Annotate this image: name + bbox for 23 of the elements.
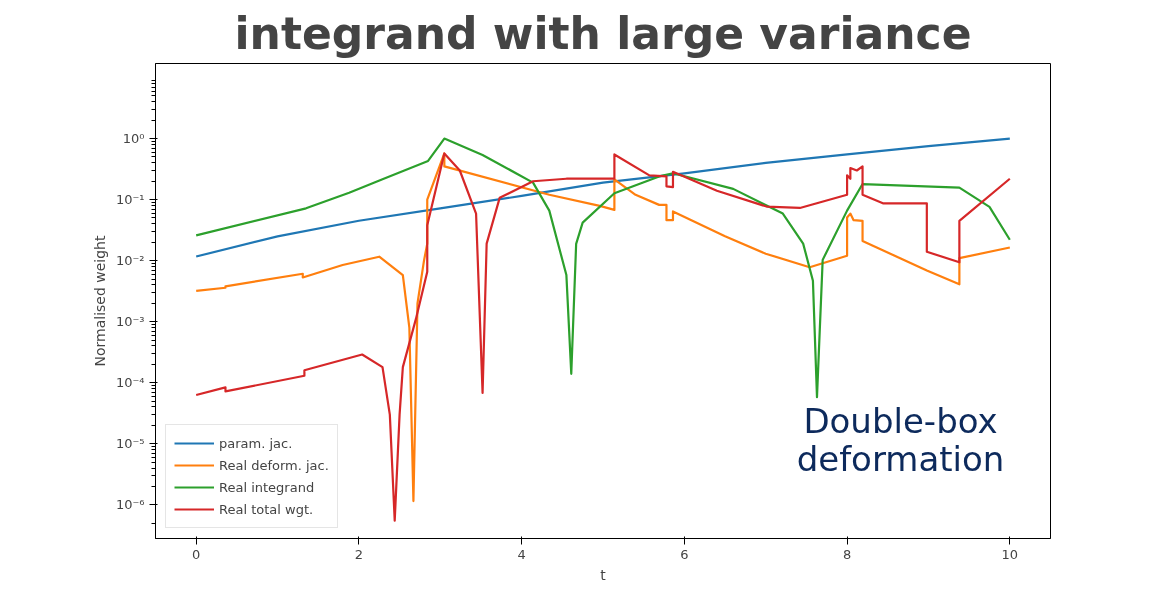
y-tick-label: 10⁻⁵ xyxy=(115,436,145,452)
y-tick-label: 10⁻² xyxy=(115,253,145,269)
legend-label: param. jac. xyxy=(219,435,293,451)
y-tick-label: 10⁰ xyxy=(122,131,145,147)
x-tick-label: 8 xyxy=(842,546,852,562)
x-tick-label: 6 xyxy=(680,546,689,562)
legend-label: Real total wgt. xyxy=(219,501,314,517)
y-tick-label: 10⁻¹ xyxy=(115,192,145,208)
x-tick-label: 2 xyxy=(354,546,364,562)
legend-label: Real deform. jac. xyxy=(219,457,329,473)
y-tick-label: 10⁻⁴ xyxy=(115,375,145,391)
y-tick-label: 10⁻⁶ xyxy=(115,497,145,513)
x-tick-label: 0 xyxy=(192,546,201,562)
chart-title: integrand with large variance xyxy=(234,7,972,59)
x-tick-label: 4 xyxy=(517,546,526,562)
x-tick-label: 10 xyxy=(1001,546,1019,562)
legend-label: Real integrand xyxy=(219,479,315,495)
x-axis-title: t xyxy=(600,566,607,583)
line-series xyxy=(195,137,1011,258)
annotation: Double-box deformation xyxy=(796,400,1005,479)
y-tick-label: 10⁻³ xyxy=(115,314,145,330)
line-series xyxy=(195,137,1011,399)
y-axis-title: Normalised weight xyxy=(91,234,108,367)
